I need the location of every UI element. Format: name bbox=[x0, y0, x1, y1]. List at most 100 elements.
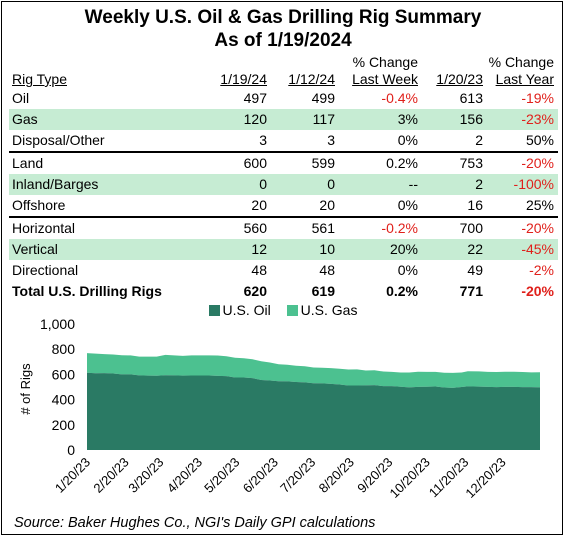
cell-current: 0 bbox=[181, 174, 271, 195]
x-tick-label: 7/20/23 bbox=[277, 455, 318, 496]
cell-pct-week: 0% bbox=[397, 262, 418, 278]
cell-pct-week: -0.2% bbox=[339, 216, 422, 239]
cell-prior-year: 49 bbox=[467, 262, 483, 278]
row-label: Oil bbox=[12, 90, 30, 106]
y-axis-label: # of Rigs bbox=[18, 363, 33, 415]
legend-label-oil: U.S. Oil bbox=[222, 302, 271, 318]
cell-prior-week: 3 bbox=[327, 132, 335, 148]
chart-subtitle: As of 1/19/2024 bbox=[214, 30, 352, 51]
header-date-prior-year: 1/20/23 bbox=[436, 71, 483, 87]
cell-pct-year: -20% bbox=[487, 216, 558, 239]
row-label: Disposal/Other bbox=[12, 132, 105, 148]
cell-prior-year: 2 bbox=[475, 132, 483, 148]
cell-pct-week: -- bbox=[339, 174, 422, 195]
y-tick-label: 800 bbox=[52, 341, 76, 357]
legend-item-oil: U.S. Oil bbox=[208, 301, 271, 319]
y-tick-label: 200 bbox=[52, 417, 76, 433]
cell-current: 497 bbox=[243, 90, 267, 106]
cell-prior-year: 700 bbox=[422, 216, 487, 239]
chart-legend: U.S. Oil U.S. Gas bbox=[0, 301, 566, 319]
cell-current: 620 bbox=[243, 283, 267, 299]
y-tick-label: 0 bbox=[67, 442, 75, 458]
cell-pct-week: 0% bbox=[397, 132, 418, 148]
header-rig-type: Rig Type bbox=[12, 71, 67, 87]
table-row: Gas 120 117 3% 156 -23% bbox=[9, 109, 558, 130]
cell-pct-year: -23% bbox=[487, 109, 558, 130]
cell-prior-week: 561 bbox=[271, 216, 339, 239]
cell-prior-week: 48 bbox=[319, 262, 335, 278]
x-tick-label: 6/20/23 bbox=[240, 455, 281, 496]
legend-swatch-gas bbox=[286, 305, 298, 316]
cell-current: 600 bbox=[181, 151, 271, 174]
cell-prior-week: 10 bbox=[271, 239, 339, 260]
row-label: Directional bbox=[12, 262, 79, 278]
cell-pct-year: -20% bbox=[521, 283, 554, 299]
table-row: Oil 497 499 -0.4% 613 -19% bbox=[9, 88, 558, 109]
cell-prior-year: 156 bbox=[422, 109, 487, 130]
row-label: Offshore bbox=[12, 197, 66, 213]
cell-pct-week: 3% bbox=[339, 109, 422, 130]
cell-pct-week: 0.2% bbox=[339, 151, 422, 174]
series-area-gas bbox=[87, 353, 540, 388]
cell-pct-year: -19% bbox=[521, 90, 554, 106]
legend-label-gas: U.S. Gas bbox=[300, 302, 358, 318]
cell-prior-year: 753 bbox=[422, 151, 487, 174]
cell-current: 120 bbox=[181, 109, 271, 130]
cell-prior-week: 0 bbox=[271, 174, 339, 195]
cell-prior-week: 619 bbox=[311, 283, 335, 299]
cell-pct-year: 25% bbox=[525, 197, 554, 213]
table-row: Directional 48 48 0% 49 -2% bbox=[9, 260, 558, 281]
cell-prior-year: 2 bbox=[422, 174, 487, 195]
legend-swatch-oil bbox=[208, 305, 220, 316]
cell-pct-week: 20% bbox=[339, 239, 422, 260]
table-row-total: Total U.S. Drilling Rigs 620 619 0.2% 77… bbox=[9, 281, 558, 302]
cell-current: 3 bbox=[259, 132, 267, 148]
cell-pct-year: -20% bbox=[487, 151, 558, 174]
header-date-current: 1/19/24 bbox=[220, 71, 267, 87]
row-label: Land bbox=[9, 151, 181, 174]
cell-prior-year: 22 bbox=[422, 239, 487, 260]
table-row: Vertical 12 10 20% 22 -45% bbox=[9, 239, 558, 260]
x-tick-label: 5/20/23 bbox=[201, 455, 242, 496]
cell-current: 12 bbox=[181, 239, 271, 260]
y-tick-label: 400 bbox=[52, 392, 76, 408]
cell-prior-week: 117 bbox=[271, 109, 339, 130]
x-tick-label: 3/20/23 bbox=[125, 455, 166, 496]
header-pct-week: % Change Last Week bbox=[352, 54, 418, 87]
header-date-prior-week: 1/12/24 bbox=[288, 71, 335, 87]
cell-pct-year: -2% bbox=[529, 262, 554, 278]
table-row: Horizontal 560 561 -0.2% 700 -20% bbox=[9, 216, 558, 239]
row-label: Total U.S. Drilling Rigs bbox=[12, 283, 162, 299]
source-note: Source: Baker Hughes Co., NGI's Daily GP… bbox=[14, 515, 376, 531]
table-row: Inland/Barges 0 0 -- 2 -100% bbox=[9, 174, 558, 195]
x-tick-label: 10/20/23 bbox=[386, 455, 432, 501]
row-label: Vertical bbox=[9, 239, 181, 260]
y-tick-label: 1,000 bbox=[40, 316, 75, 332]
cell-current: 20 bbox=[251, 197, 267, 213]
y-tick-label: 600 bbox=[52, 366, 76, 382]
cell-pct-week: 0.2% bbox=[386, 283, 418, 299]
row-label: Gas bbox=[9, 109, 181, 130]
cell-pct-year: -45% bbox=[487, 239, 558, 260]
x-tick-label: 12/20/23 bbox=[462, 455, 508, 501]
table-row: Disposal/Other 3 3 0% 2 50% bbox=[9, 130, 558, 152]
cell-prior-year: 16 bbox=[467, 197, 483, 213]
cell-pct-week: 0% bbox=[397, 197, 418, 213]
cell-prior-week: 20 bbox=[319, 197, 335, 213]
table-row: Offshore 20 20 0% 16 25% bbox=[9, 195, 558, 217]
x-tick-label: 1/20/23 bbox=[52, 455, 93, 496]
cell-pct-year: -100% bbox=[487, 174, 558, 195]
table-row: Land 600 599 0.2% 753 -20% bbox=[9, 151, 558, 174]
x-tick-label: 2/20/23 bbox=[90, 455, 131, 496]
cell-prior-year: 613 bbox=[459, 90, 483, 106]
cell-prior-week: 499 bbox=[311, 90, 335, 106]
cell-pct-week: -0.4% bbox=[381, 90, 418, 106]
series-area-oil bbox=[87, 372, 540, 450]
table-header-row: Rig Type 1/19/24 1/12/24 % Change Last We… bbox=[9, 54, 558, 88]
cell-prior-week: 599 bbox=[271, 151, 339, 174]
header-pct-year: % Change Last Year bbox=[488, 54, 554, 87]
rig-count-area-chart: # of Rigs 0 200 400 600 800 1,000 1/20/232/20/… bbox=[18, 316, 540, 501]
legend-item-gas: U.S. Gas bbox=[286, 301, 358, 319]
rig-summary-table: Rig Type 1/19/24 1/12/24 % Change Last We… bbox=[9, 54, 558, 302]
